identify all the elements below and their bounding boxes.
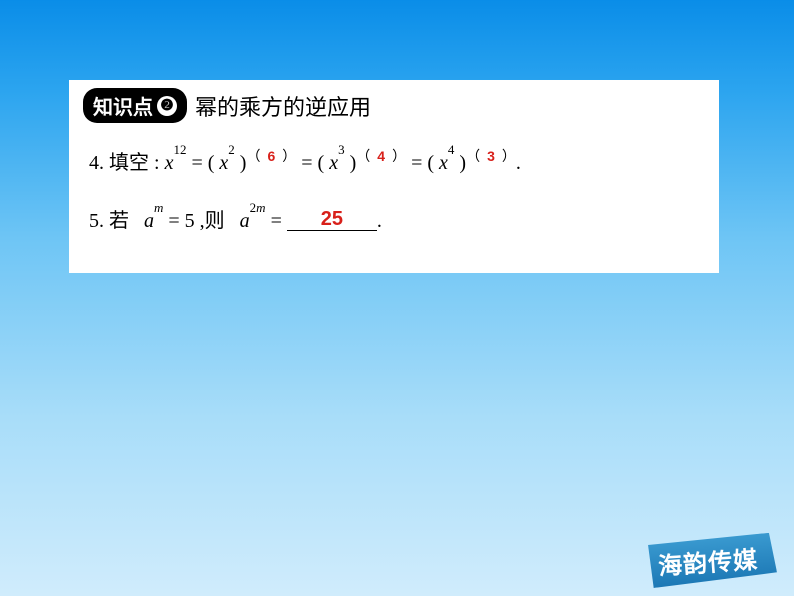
problem-label: 填空 — [109, 152, 149, 174]
var-x3: x — [329, 152, 338, 174]
problem-4: 4. 填空 : x12 = ( x2 )（ 6 ） = ( x3 )（ 4 ） … — [69, 129, 719, 187]
eq-blank: = — [271, 210, 287, 232]
var-a2: a — [240, 210, 250, 232]
answer-6: 6 — [267, 148, 275, 164]
logo-text: 海韵传媒 — [643, 532, 778, 588]
answer-blank: 25 — [287, 207, 377, 231]
exp-3: 3 — [338, 142, 345, 157]
section-title: 幂的乘方的逆应用 — [195, 90, 371, 122]
close-paren3: ) — [454, 152, 466, 174]
then-label: ,则 — [200, 210, 225, 232]
period-5: . — [377, 210, 382, 232]
colon: : — [154, 152, 160, 174]
var-a1: a — [144, 210, 154, 232]
period: . — [516, 152, 521, 174]
problem-number-5: 5. — [89, 210, 104, 232]
exp-4: 4 — [448, 142, 455, 157]
badge-label: 知识点 — [93, 91, 153, 120]
close-paren2: ) — [345, 152, 357, 174]
eq-5: = — [168, 210, 184, 232]
brand-logo: 海韵传媒 — [643, 532, 778, 588]
exp-2m: 2m — [250, 200, 266, 215]
outer-paren: （ 6 ） — [246, 150, 296, 165]
outer-paren2: （ 4 ） — [356, 150, 406, 165]
exp-12: 12 — [173, 142, 186, 157]
answer-3: 3 — [487, 148, 495, 164]
answer-25: 25 — [321, 208, 343, 230]
var-x4: x — [439, 152, 448, 174]
badge-number: ❷ — [157, 96, 177, 116]
var-x2: x — [219, 152, 228, 174]
problem-number: 4. — [89, 152, 104, 174]
close-paren: ) — [235, 152, 247, 174]
equals: = ( — [191, 152, 219, 174]
if-label: 若 — [109, 210, 129, 232]
val-5: 5 — [185, 210, 195, 232]
equals3: = ( — [411, 152, 439, 174]
space — [134, 210, 139, 232]
knowledge-badge: 知识点 ❷ — [83, 88, 187, 123]
outer-paren3: （ 3 ） — [466, 150, 516, 165]
space2 — [230, 210, 235, 232]
exp-m: m — [154, 200, 163, 215]
answer-4: 4 — [377, 148, 385, 164]
exp-2: 2 — [228, 142, 235, 157]
section-header: 知识点 ❷ 幂的乘方的逆应用 — [69, 80, 719, 129]
problem-5: 5. 若 am = 5 ,则 a2m = 25. — [69, 187, 719, 245]
equals2: = ( — [301, 152, 329, 174]
content-panel: 知识点 ❷ 幂的乘方的逆应用 4. 填空 : x12 = ( x2 )（ 6 ）… — [69, 80, 719, 273]
